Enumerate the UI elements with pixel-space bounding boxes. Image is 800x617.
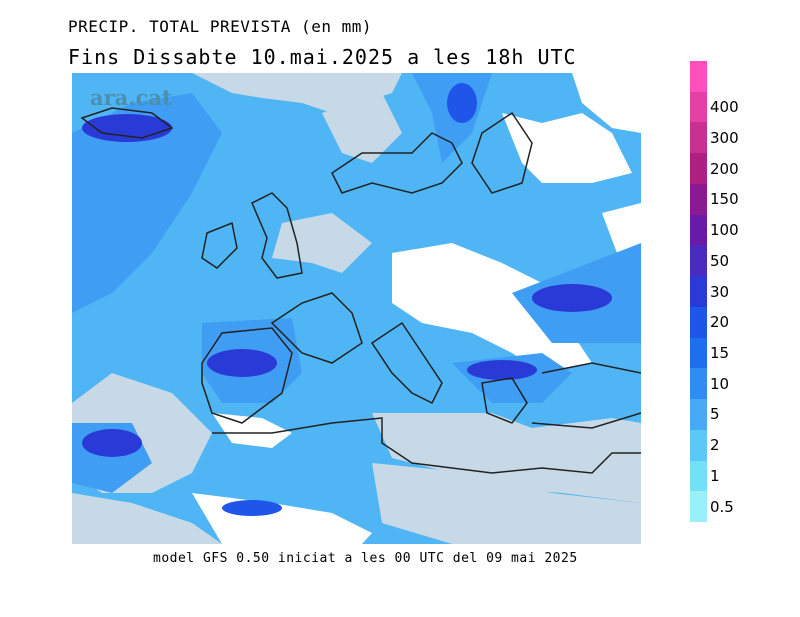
legend-label: 10 (710, 374, 730, 393)
legend-label: 15 (710, 343, 730, 362)
dry-land-northeast (572, 73, 641, 133)
dry-sea-atlantic-north (192, 73, 402, 113)
dry-sea-biscay (272, 213, 372, 273)
legend-swatch (690, 337, 707, 369)
model-run-info: model GFS 0.50 iniciat a les 00 UTC del … (153, 551, 578, 566)
dry-sea-north (322, 93, 402, 163)
dry-sea-atlantic-far (72, 493, 222, 544)
coast-finland (471, 111, 533, 194)
coast-turkey (541, 362, 641, 374)
precip-core-africa (222, 500, 282, 516)
legend-label: 30 (710, 282, 730, 301)
precip-core-balkans (467, 360, 537, 380)
legend-swatch (690, 122, 707, 154)
legend-swatch (690, 183, 707, 216)
legend-swatch (690, 491, 707, 523)
coast-iceland (80, 107, 174, 139)
precipitation-map (72, 73, 641, 544)
legend-swatch (690, 214, 707, 246)
legend-swatch (690, 153, 707, 185)
forecast-valid-time: Fins Dissabte 10.mai.2025 a les 18h UTC (68, 45, 577, 69)
coastlines (80, 107, 641, 474)
coast-turkey-south (531, 412, 641, 429)
legend-swatch (690, 276, 707, 308)
color-scale-legend: 400 300 200 150 100 50 30 20 15 10 5 2 1 0.5 (690, 61, 739, 523)
dry-sea-mediterranean-east (372, 413, 641, 503)
legend-swatch (690, 429, 707, 462)
coast-france (270, 292, 363, 364)
legend-label: 150 (710, 190, 739, 209)
legend-label: 5 (710, 405, 720, 424)
legend-swatch (690, 91, 707, 123)
coast-ireland (201, 221, 238, 269)
legend-label: 400 (710, 98, 739, 117)
legend-swatch (690, 61, 707, 93)
coast-iberia (201, 327, 293, 424)
coast-great-britain (251, 192, 303, 279)
legend-swatch (690, 368, 707, 400)
precip-core-atlantic-sw (82, 429, 142, 457)
precip-band-atlantic (72, 93, 222, 313)
precip-core-iberia (207, 349, 277, 377)
dry-sea-africa-south (372, 463, 641, 544)
legend-label: 2 (710, 436, 720, 455)
dry-land-spain-south (212, 413, 292, 448)
chart-title: PRECIP. TOTAL PREVISTA (en mm) (68, 17, 372, 36)
legend-swatch (690, 460, 707, 492)
legend-swatch (690, 399, 707, 431)
dry-land-scandinavia (502, 113, 632, 183)
aracat-logo: ara.cat (90, 85, 172, 110)
legend-label: 200 (710, 159, 739, 178)
precip-core-east (532, 284, 612, 312)
legend-swatch (690, 306, 707, 339)
precip-core-north (447, 83, 477, 123)
legend-label: 50 (710, 251, 730, 270)
legend-label: 0.5 (710, 497, 734, 516)
legend-swatch (690, 245, 707, 277)
coast-italy (370, 321, 443, 405)
coast-norway-sweden (331, 132, 463, 194)
coast-north-africa (212, 417, 641, 474)
legend-label: 1 (710, 466, 720, 485)
legend-label: 300 (710, 128, 739, 147)
legend-label: 20 (710, 313, 730, 332)
coast-greece (481, 377, 528, 424)
dry-land-central-europe (392, 243, 592, 373)
legend-label: 100 (710, 221, 739, 240)
